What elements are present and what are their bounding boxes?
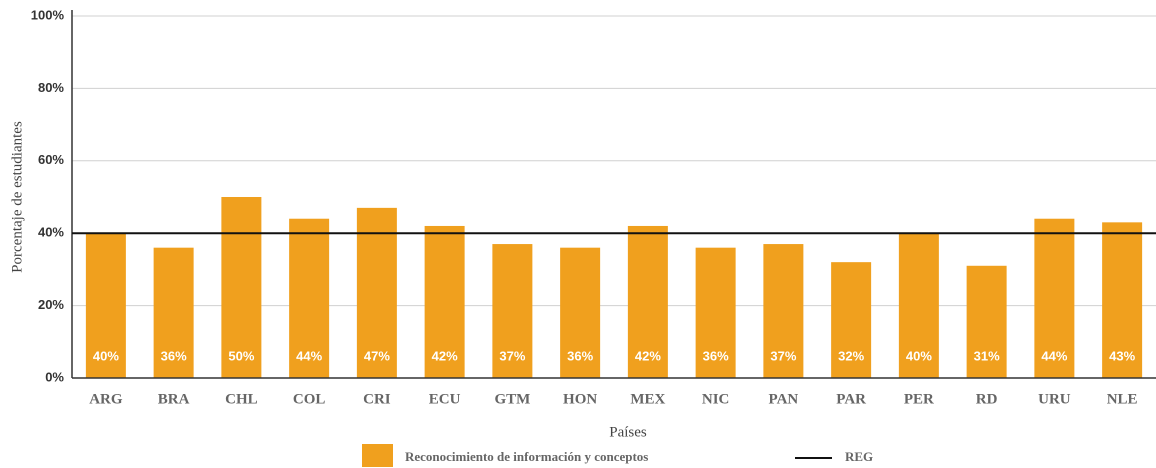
bar [560,247,601,378]
bar [85,233,126,378]
value-label: 50% [228,348,254,363]
bar [356,207,397,378]
bar [627,225,668,378]
y-axis-label: Porcentaje de estudiantes [9,121,25,273]
x-tick-label: ARG [89,391,123,407]
value-label: 40% [93,348,119,363]
x-axis-label: Países [609,424,647,440]
x-tick-label: PAN [769,391,799,407]
value-label: 42% [635,348,661,363]
value-label: 37% [770,348,796,363]
bar [695,247,736,378]
legend-label: Reconocimiento de información y concepto… [405,449,648,464]
value-label: 44% [1041,348,1067,363]
bar [492,244,533,378]
x-tick-label: NIC [702,391,730,407]
x-tick-label: MEX [630,391,665,407]
value-label: 36% [161,348,187,363]
bar [763,244,804,378]
legend-swatch [362,444,393,467]
bar [289,218,330,378]
x-tick-label: PER [904,391,934,407]
bar [153,247,194,378]
bar [898,233,939,378]
bar [1034,218,1075,378]
value-label: 36% [567,348,593,363]
y-tick-label: 100% [31,7,65,22]
value-label: 44% [296,348,322,363]
bar [1102,222,1143,378]
y-tick-label: 40% [38,225,64,240]
value-label: 40% [906,348,932,363]
x-tick-label: HON [563,391,597,407]
value-label: 31% [974,348,1000,363]
bar [831,262,872,378]
bar [424,225,465,378]
value-label: 37% [499,348,525,363]
x-tick-label: ECU [429,391,461,407]
x-tick-label: URU [1038,391,1071,407]
bar [221,197,262,378]
value-label: 32% [838,348,864,363]
x-tick-label: RD [976,391,998,407]
legend-label: REG [845,449,873,464]
x-tick-label: COL [293,391,326,407]
y-tick-label: 80% [38,80,64,95]
x-tick-label: CRI [363,391,391,407]
value-label: 43% [1109,348,1135,363]
x-tick-label: PAR [836,391,866,407]
x-tick-label: GTM [494,391,530,407]
y-tick-label: 0% [45,369,64,384]
x-tick-label: BRA [158,391,190,407]
x-tick-label: NLE [1107,391,1138,407]
y-tick-label: 60% [38,152,64,167]
value-label: 47% [364,348,390,363]
value-label: 36% [703,348,729,363]
y-tick-label: 20% [38,297,64,312]
x-tick-label: CHL [225,391,258,407]
bar [966,265,1007,378]
value-label: 42% [432,348,458,363]
